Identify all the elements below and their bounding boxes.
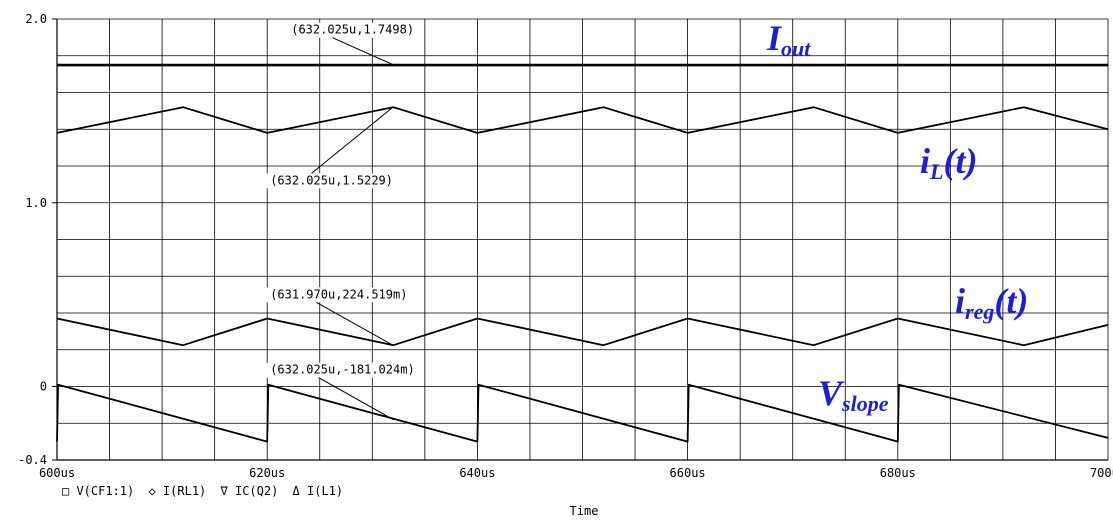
x-tick-label: 600us bbox=[39, 466, 75, 480]
y-tick-label: 0 bbox=[40, 380, 47, 394]
x-axis-title: Time bbox=[570, 504, 599, 518]
annotation-leader-line bbox=[311, 106, 394, 174]
annotation-label: (632.025u,1.7498) bbox=[291, 23, 414, 37]
label-il: iL(t) bbox=[920, 141, 977, 184]
annotation-label: (632.025u,1.5229) bbox=[270, 173, 393, 187]
annotation-label: (631.970u,224.519m) bbox=[270, 287, 407, 301]
legend-entry: ◇ I(RL1) bbox=[148, 484, 206, 498]
axes: 600us 620us 640us 660us 680us 700us 2.0 1.0 0 -0.… bbox=[18, 12, 1113, 480]
annotation-background bbox=[265, 287, 414, 303]
grid bbox=[56, 18, 1109, 461]
y-tick-label: 2.0 bbox=[25, 12, 47, 26]
series-lines bbox=[56, 63, 1109, 443]
annotation-background bbox=[286, 22, 421, 38]
legend: □ V(CF1:1) ◇ I(RL1) ∇ IC(Q2) Δ I(L1) bbox=[62, 484, 343, 498]
series-line bbox=[56, 317, 1109, 347]
x-tick-label: 700us bbox=[1090, 466, 1113, 480]
annotation-leader-line bbox=[332, 37, 394, 66]
x-tick-label: 620us bbox=[249, 466, 285, 480]
legend-entry: Δ I(L1) bbox=[293, 484, 344, 498]
annotation-leader-line bbox=[318, 377, 394, 421]
x-tick-label: 660us bbox=[670, 466, 706, 480]
annotation-background bbox=[265, 362, 422, 378]
legend-entry: ∇ IC(Q2) bbox=[220, 484, 279, 498]
annotation-leader-line bbox=[316, 301, 394, 346]
legend-entry: □ V(CF1:1) bbox=[62, 484, 134, 498]
series-line bbox=[56, 106, 1109, 134]
label-iout: Iout bbox=[766, 18, 811, 61]
label-vslope: Vslope bbox=[818, 373, 889, 416]
x-tick-label: 640us bbox=[459, 466, 495, 480]
y-tick-label: 1.0 bbox=[25, 196, 47, 210]
annotation-label: (632.025u,-181.024m) bbox=[270, 363, 415, 377]
x-tick-label: 680us bbox=[880, 466, 916, 480]
y-tick-label: -0.4 bbox=[18, 453, 47, 467]
annotation-background bbox=[265, 173, 400, 189]
label-ireg: ireg(t) bbox=[955, 281, 1028, 324]
cursor-annotations: (632.025u,1.7498) (632.025u,1.5229) (631.9… bbox=[265, 22, 422, 421]
series-line bbox=[56, 383, 1109, 443]
